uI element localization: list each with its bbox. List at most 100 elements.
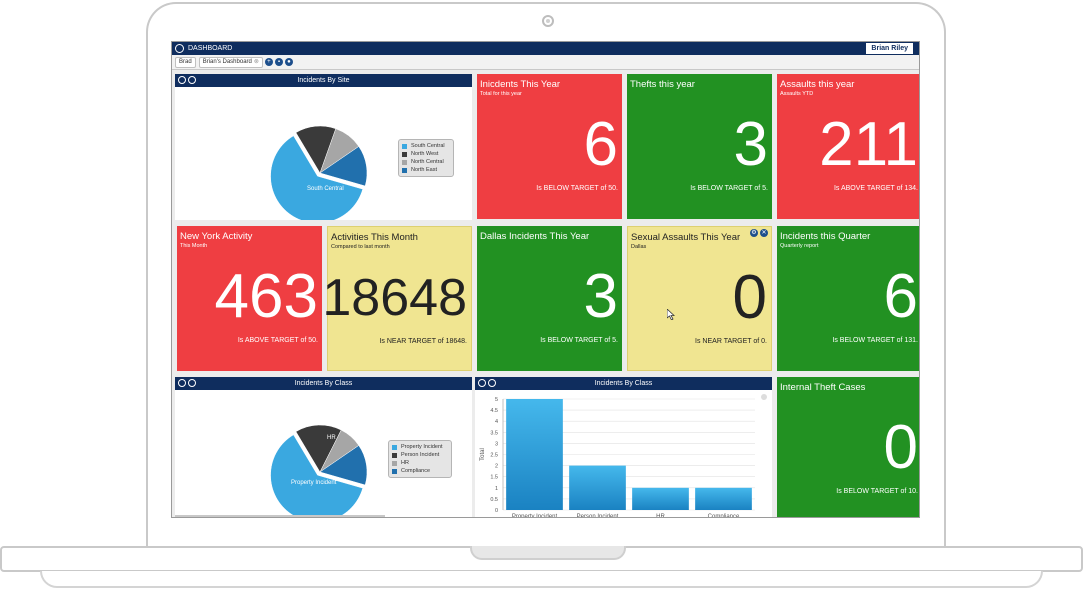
export-icon[interactable] [188, 379, 196, 387]
bar[interactable] [695, 487, 752, 510]
user-name[interactable]: Brian Riley [866, 43, 913, 54]
tile-value: 6 [883, 262, 918, 331]
horizontal-scrollbar[interactable] [175, 515, 385, 518]
class-legend: Property Incident Person Incident HR Com… [388, 440, 452, 478]
legend-item: Person Incident [392, 451, 448, 459]
save-icon[interactable]: ▪ [274, 58, 283, 66]
chart-bars [506, 399, 752, 510]
y-tick-label: 1 [495, 486, 498, 492]
tile-value: 3 [583, 262, 618, 331]
tab-label: Brad [179, 58, 192, 65]
x-tick-label: HR [656, 514, 665, 518]
panel-title: Incidents By Site [297, 77, 350, 84]
tile-activities-this-month[interactable]: Activities This Month Compared to last m… [322, 226, 472, 371]
tile-target: Is ABOVE TARGET of 134. [833, 185, 918, 192]
app-header: DASHBOARD Brian Riley [172, 42, 919, 55]
add-tab-icon[interactable]: + [264, 58, 273, 66]
tile-title: Sexual Assaults This Year [631, 232, 741, 243]
refresh-icon[interactable] [178, 76, 186, 84]
tile-settings-icon[interactable]: ⚙ [750, 229, 758, 237]
site-pie-chart: South Central [270, 125, 368, 220]
y-tick-label: 5 [495, 397, 498, 403]
y-tick-label: 2.5 [490, 453, 498, 459]
legend-swatch [392, 452, 397, 458]
legend-item: Compliance [392, 467, 448, 475]
tile-value: 18648 [322, 269, 467, 327]
chart-y-ticks: 0 0.5 1 1.5 2 2.5 3 3.5 4 4.5 5 [490, 397, 498, 514]
pie-slice[interactable] [270, 135, 364, 220]
pie-slice[interactable] [319, 445, 368, 486]
bar[interactable] [632, 487, 689, 510]
legend-label: Compliance [401, 468, 431, 474]
tile-thefts-this-year[interactable]: Thefts this year 3 Is BELOW TARGET of 5. [627, 74, 772, 219]
panel-title: Incidents By Class [594, 380, 653, 387]
panel-header: Incidents By Site [175, 74, 472, 87]
tile-title: Assaults this year [780, 79, 855, 90]
panel-header: Incidents By Class [475, 377, 772, 390]
legend-swatch [402, 151, 407, 157]
class-pie-chart: Property Incident HR [175, 424, 385, 518]
tile-target: Is NEAR TARGET of 18648. [379, 338, 467, 345]
tile-sexual-assaults[interactable]: ⚙ ✕ Sexual Assaults This Year Dallas 0 I… [627, 226, 772, 371]
legend-label: Person Incident [401, 452, 440, 458]
legend-item: North Central [402, 158, 450, 166]
y-tick-label: 0.5 [490, 497, 498, 503]
tile-close-icon[interactable]: ✕ [760, 229, 768, 237]
close-tab-icon[interactable]: ⊗ [253, 58, 259, 65]
y-tick-label: 2 [495, 464, 498, 470]
tile-target: Is BELOW TARGET of 10. [836, 488, 918, 495]
legend-label: Property Incident [401, 444, 443, 450]
export-icon[interactable] [488, 379, 496, 387]
tile-assaults-this-year[interactable]: Assaults this year Assaults YTD 211 Is A… [777, 74, 919, 219]
chart-close-icon[interactable] [761, 394, 767, 400]
refresh-icon[interactable] [478, 379, 486, 387]
pie-slices [270, 424, 368, 518]
tile-incidents-this-year[interactable]: Inicdents This Year Total for this year … [477, 74, 622, 219]
tile-dallas-incidents[interactable]: Dallas Incidents This Year 3 Is BELOW TA… [477, 226, 622, 371]
legend-item: Property Incident [392, 443, 448, 451]
pie-slice[interactable] [270, 434, 364, 518]
x-tick-label: Person Incident [577, 514, 619, 518]
chart-x-labels: Property Incident Person Incident HR Compli… [512, 514, 740, 518]
webcam-icon [542, 15, 554, 27]
legend-label: North West [411, 151, 439, 157]
tile-subtitle: Quarterly report [780, 243, 819, 249]
y-tick-label: 4 [495, 419, 498, 425]
settings-icon[interactable]: ● [284, 58, 293, 66]
y-tick-label: 4.5 [490, 408, 498, 414]
x-tick-label: Compliance [708, 514, 740, 518]
bar[interactable] [506, 399, 563, 510]
tile-target: Is ABOVE TARGET of 50. [237, 337, 318, 344]
pie-slices [270, 125, 368, 220]
pie-slice-label: South Central [307, 186, 344, 192]
tile-subtitle: This Month [180, 243, 208, 249]
tile-incidents-this-quarter[interactable]: Incidents this Quarter Quarterly report … [777, 226, 919, 371]
legend-swatch [392, 468, 397, 474]
tile-title: Incidents this Quarter [780, 231, 871, 242]
tab-brians-dashboard[interactable]: Brian's Dashboard ⊗ [198, 56, 263, 68]
incidents-by-site-panel: Incidents By Site South Central South Ce… [175, 74, 472, 220]
laptop-notch [470, 546, 626, 560]
tile-value: 3 [733, 110, 768, 179]
tile-subtitle: Dallas [631, 244, 647, 250]
tab-brad[interactable]: Brad [175, 56, 196, 68]
tile-value: 6 [583, 110, 618, 179]
tile-internal-theft-cases[interactable]: Internal Theft Cases 0 Is BELOW TARGET o… [777, 377, 919, 517]
tile-title: Thefts this year [630, 79, 695, 90]
pie-slice[interactable] [295, 424, 342, 473]
tile-new-york-activity[interactable]: New York Activity This Month 463 Is ABOV… [177, 226, 322, 371]
panel-title: Incidents By Class [294, 380, 353, 387]
bar[interactable] [569, 465, 626, 510]
tile-value: 0 [732, 263, 767, 332]
legend-item: South Central [402, 142, 450, 150]
y-tick-label: 0 [495, 508, 498, 514]
refresh-icon[interactable] [178, 379, 186, 387]
tile-subtitle: Assaults YTD [780, 91, 814, 97]
legend-item: North East [402, 166, 450, 174]
pie-slice[interactable] [319, 146, 368, 187]
legend-swatch [392, 460, 397, 466]
app-logo-icon [175, 44, 184, 53]
legend-label: North East [411, 167, 437, 173]
panel-header: Incidents By Class [175, 377, 472, 390]
export-icon[interactable] [188, 76, 196, 84]
